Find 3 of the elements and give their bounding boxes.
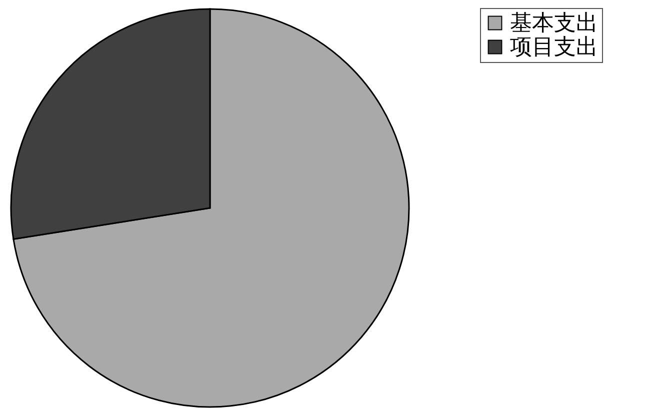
legend-label: 项目支出 [510,35,598,60]
pie-slice [12,8,410,408]
legend-label: 基本支出 [510,11,598,36]
